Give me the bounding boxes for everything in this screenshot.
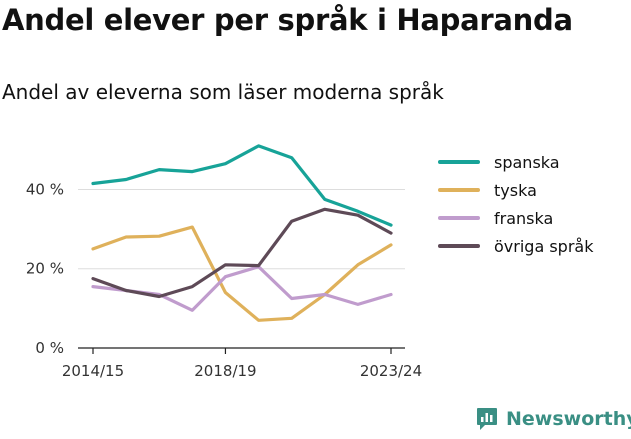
legend-item: övriga språk	[438, 232, 593, 260]
legend-swatch	[438, 160, 480, 164]
bar-chart-speech-bubble-icon	[477, 408, 497, 430]
series-line-spanska	[91, 144, 393, 227]
series-line-övriga-språk	[91, 207, 393, 299]
series-line-tyska	[91, 225, 393, 322]
chart-subtitle: Andel av eleverna som läser moderna språ…	[2, 80, 444, 104]
legend-swatch	[438, 188, 480, 192]
y-tick-label: 20 %	[26, 260, 64, 278]
legend-label: övriga språk	[494, 236, 594, 256]
y-tick-label: 40 %	[26, 180, 64, 198]
legend-label: spanska	[494, 152, 560, 172]
x-tick-label: 2018/19	[194, 362, 256, 380]
tick-labels: 0 % 20 % 40 % 2014/15 2018/19 2023/24	[26, 180, 422, 380]
legend-label: franska	[494, 208, 554, 228]
y-tick-label: 0 %	[35, 339, 64, 357]
legend-swatch	[438, 216, 480, 220]
legend-label: tyska	[494, 180, 537, 200]
x-axis	[92, 348, 392, 354]
legend-item: tyska	[438, 176, 593, 204]
chart-legend: spanska tyska franska övriga språk	[438, 148, 593, 260]
legend-swatch	[438, 244, 480, 248]
x-tick-label: 2014/15	[62, 362, 124, 380]
legend-item: franska	[438, 204, 593, 232]
chart-title: Andel elever per språk i Haparanda	[2, 3, 573, 37]
brand-logo: Newsworthy	[476, 407, 631, 431]
series-lines	[91, 144, 393, 322]
x-tick-label: 2023/24	[360, 362, 422, 380]
brand-name: Newsworthy	[506, 408, 631, 430]
legend-item: spanska	[438, 148, 593, 176]
gridlines	[78, 188, 405, 349]
